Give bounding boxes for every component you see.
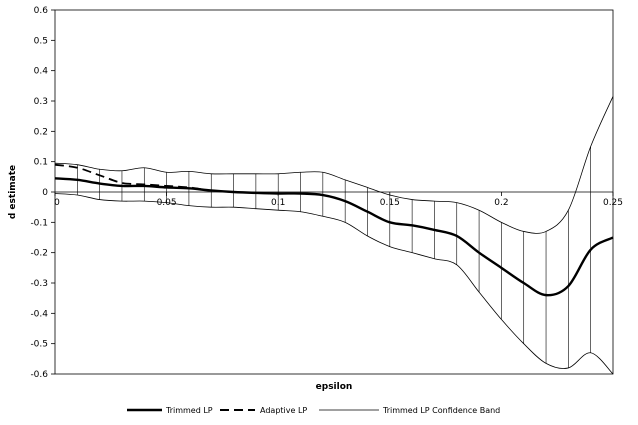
series-trimmed-lp bbox=[54, 177, 614, 297]
legend-label-trimmed-lp: Trimmed LP bbox=[165, 406, 213, 415]
x-tick-label: 0.25 bbox=[603, 198, 623, 208]
y-tick-label: 0.2 bbox=[34, 127, 48, 137]
x-axis-title: epsilon bbox=[316, 382, 353, 392]
y-tick-label: 0.6 bbox=[34, 6, 49, 16]
x-tick-label: 0.2 bbox=[494, 198, 508, 208]
y-tick-label: 0.1 bbox=[34, 158, 48, 168]
legend-label-confidence-band: Trimmed LP Confidence Band bbox=[382, 406, 500, 415]
y-tick-label: -0.5 bbox=[30, 340, 48, 350]
x-tick-label: 0.1 bbox=[271, 198, 285, 208]
x-tick-label: 0.05 bbox=[157, 198, 177, 208]
series-group bbox=[54, 163, 614, 297]
y-tick-label: -0.2 bbox=[30, 249, 48, 259]
y-tick-label: -0.6 bbox=[30, 370, 48, 380]
y-tick-label: -0.1 bbox=[30, 218, 48, 228]
x-tick-labels: 0 0.05 0.1 0.15 0.2 0.25 bbox=[54, 198, 623, 208]
y-tick-label: 0 bbox=[42, 188, 48, 198]
y-axis-title: d estimate bbox=[8, 165, 18, 219]
y-tick-label: 0.5 bbox=[34, 36, 48, 46]
x-tick-label: 0.15 bbox=[380, 198, 400, 208]
legend-label-adaptive-lp: Adaptive LP bbox=[260, 406, 307, 415]
y-tick-label: 0.4 bbox=[34, 67, 49, 77]
legend: Trimmed LP Adaptive LP Trimmed LP Confid… bbox=[127, 406, 500, 415]
axes-group bbox=[51, 9, 614, 375]
y-tick-labels: 0.6 0.5 0.4 0.3 0.2 0.1 0 -0.1 -0.2 -0.3 -0.4 -0.5 -… bbox=[30, 6, 48, 380]
y-tick-label: 0.3 bbox=[34, 97, 48, 107]
confidence-band-upper bbox=[54, 96, 614, 234]
series-adaptive-lp bbox=[54, 163, 234, 193]
y-tick-label: -0.4 bbox=[30, 309, 48, 319]
x-tick-label: 0 bbox=[54, 198, 60, 208]
confidence-band-lower bbox=[54, 193, 614, 375]
y-tick-label: -0.3 bbox=[30, 279, 48, 289]
